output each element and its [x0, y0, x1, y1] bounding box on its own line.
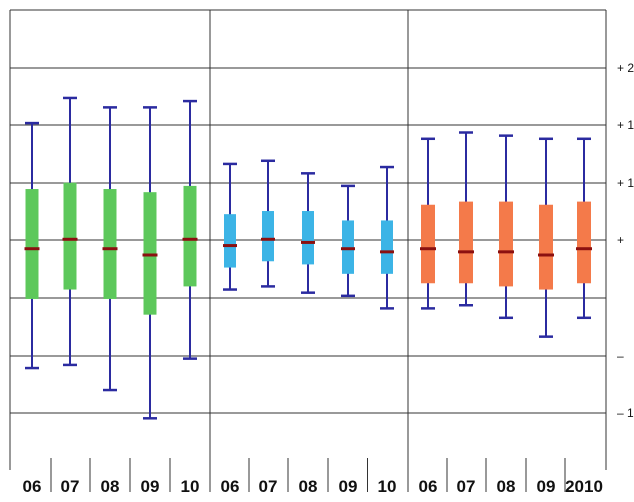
box-layer	[25, 182, 591, 315]
x-tick-label: 06	[221, 477, 240, 496]
box-iqr	[262, 211, 274, 262]
y-tick-label: –	[617, 349, 624, 363]
box-iqr	[421, 204, 435, 284]
y-tick-label: + 1	[617, 118, 634, 132]
box-iqr	[499, 201, 513, 287]
x-tick-label: 07	[259, 477, 278, 496]
box-iqr	[25, 189, 39, 299]
box-iqr	[224, 214, 236, 268]
box-iqr	[63, 182, 77, 290]
y-tick-label: + 2	[617, 61, 634, 75]
x-tick-label: 10	[181, 477, 200, 496]
label-layer: + 2 + 1 + 1 + – – 1 06 07 08 09 10 06 07 08 09 10 06 07 08…	[23, 61, 634, 496]
x-tick-label: 09	[141, 477, 160, 496]
x-tick-label: 2010	[565, 477, 603, 496]
box-iqr	[342, 220, 354, 274]
y-tick-label: + 1	[617, 176, 634, 190]
box-iqr	[302, 211, 314, 265]
x-tick-label: 09	[537, 477, 556, 496]
median-layer	[24, 237, 592, 257]
y-tick-label: – 1	[617, 406, 634, 420]
box-iqr	[577, 201, 591, 284]
box-iqr	[103, 189, 117, 299]
x-tick-label: 08	[299, 477, 318, 496]
x-tick-label: 06	[419, 477, 438, 496]
y-tick-label: +	[617, 233, 624, 247]
box-iqr	[539, 204, 553, 290]
box-iqr	[183, 185, 197, 287]
x-tick-label: 08	[497, 477, 516, 496]
x-tick-label: 06	[23, 477, 42, 496]
box-iqr	[143, 192, 157, 315]
box-iqr	[459, 201, 473, 284]
x-tick-label: 07	[61, 477, 80, 496]
box-iqr	[381, 220, 393, 274]
x-tick-label: 09	[339, 477, 358, 496]
x-tick-label: 10	[378, 477, 397, 496]
x-tick-label: 07	[457, 477, 476, 496]
x-tick-label: 08	[101, 477, 120, 496]
